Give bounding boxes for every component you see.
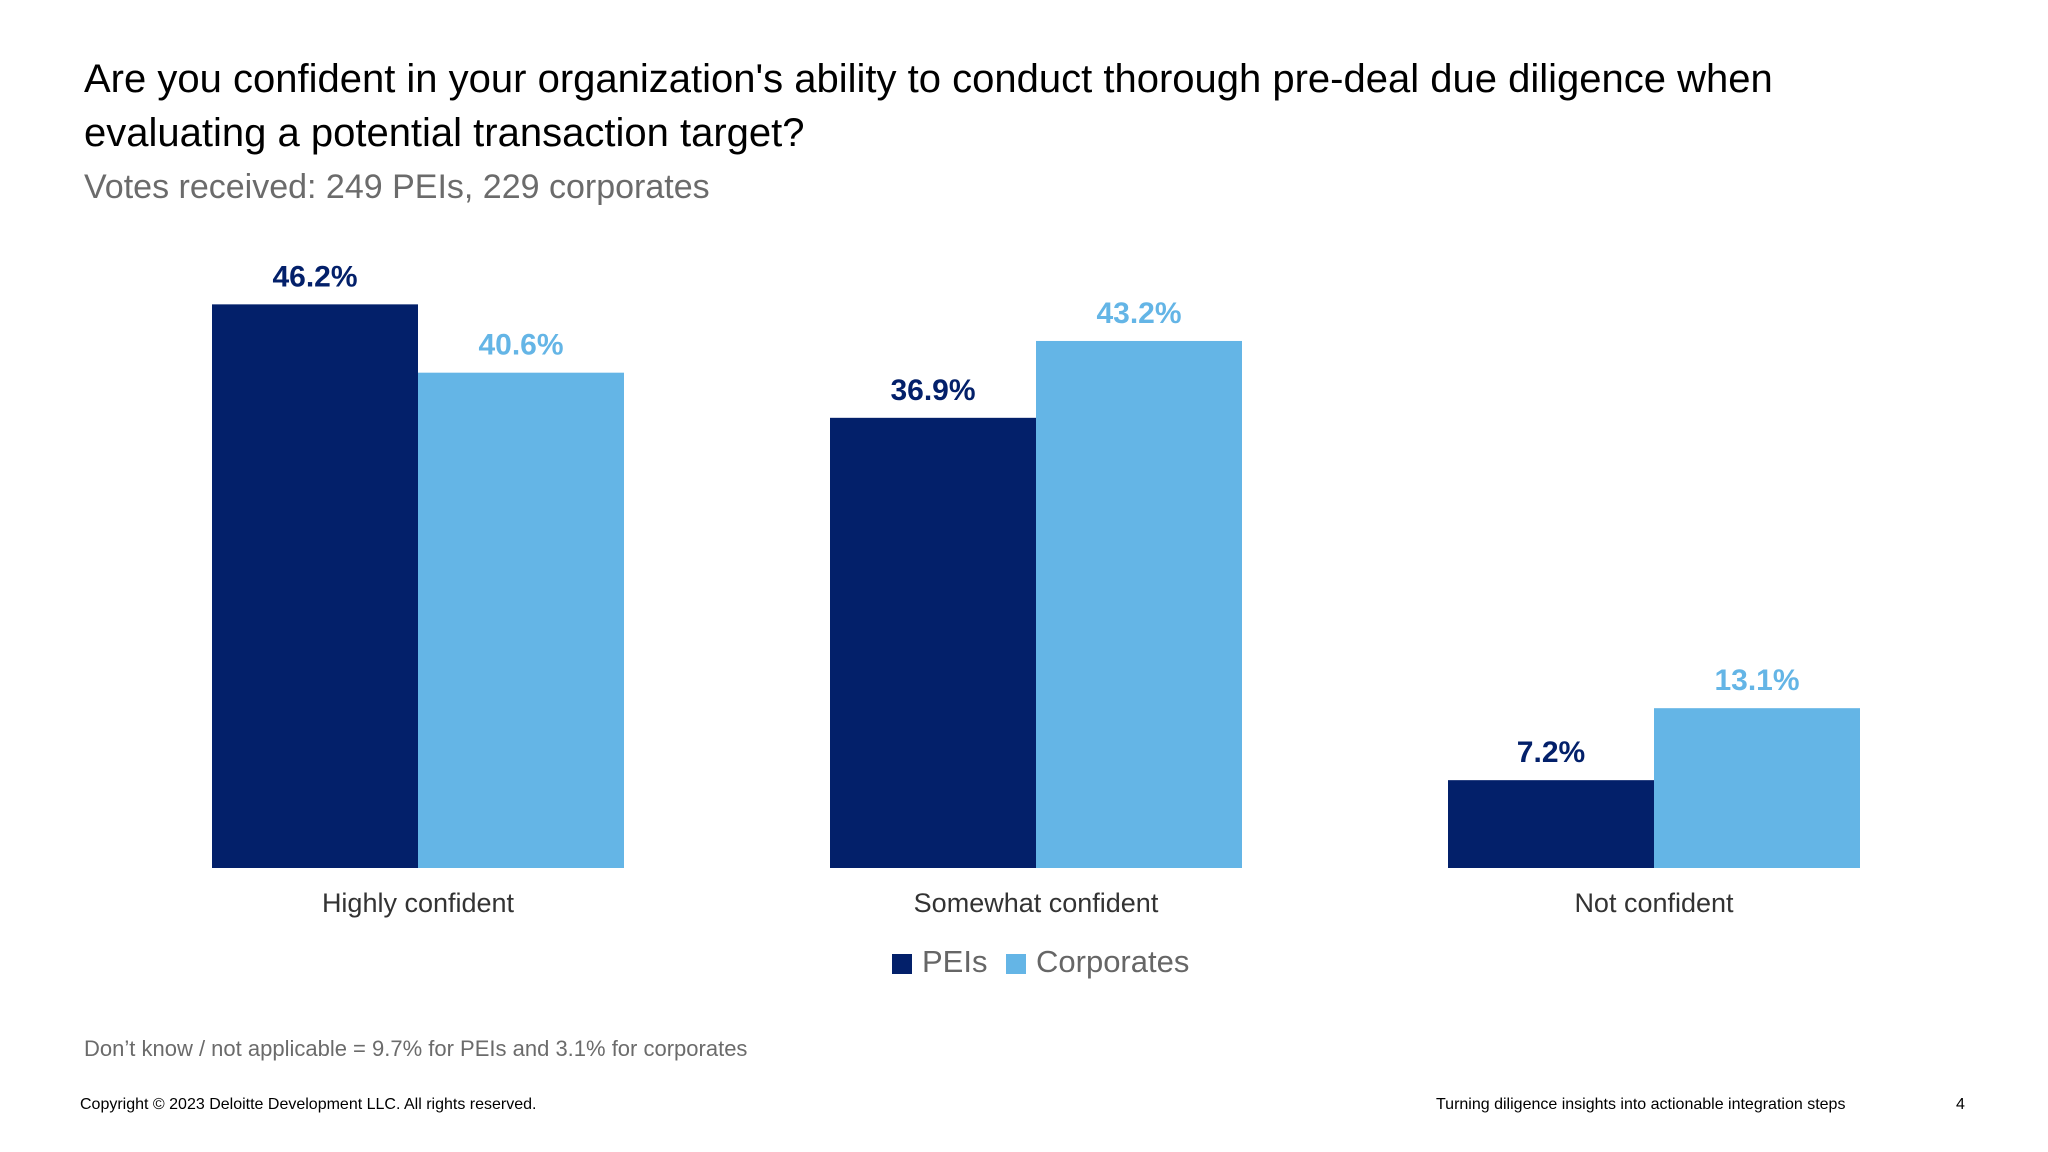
data-label-peis-somewhat-confident: 36.9% <box>890 374 975 407</box>
data-label-peis-not-confident: 7.2% <box>1517 736 1585 769</box>
footer-caption: Turning diligence insights into actionab… <box>1436 1096 1846 1113</box>
copyright-text: Copyright © 2023 Deloitte Development LL… <box>80 1096 537 1113</box>
category-label-somewhat-confident: Somewhat confident <box>914 888 1159 918</box>
bar-corporates-somewhat-confident <box>1036 340 1242 869</box>
bar-peis-highly-confident <box>212 304 418 868</box>
legend-swatch-corporates <box>1006 954 1026 974</box>
bar-peis-not-confident <box>1448 780 1654 868</box>
chart-title: Are you confident in your organization's… <box>84 57 1773 155</box>
category-label-highly-confident: Highly confident <box>322 888 515 918</box>
footnote: Don’t know / not applicable = 9.7% for P… <box>84 1036 748 1061</box>
legend-label-peis: PEIs <box>922 944 987 979</box>
legend-swatch-peis <box>892 954 912 974</box>
data-label-corporates-highly-confident: 40.6% <box>478 329 563 362</box>
bar-corporates-highly-confident <box>418 372 624 868</box>
data-label-corporates-somewhat-confident: 43.2% <box>1096 297 1181 330</box>
bar-peis-somewhat-confident <box>830 417 1036 868</box>
legend-label-corporates: Corporates <box>1036 944 1189 979</box>
data-label-corporates-not-confident: 13.1% <box>1714 664 1799 697</box>
category-label-not-confident: Not confident <box>1574 888 1734 918</box>
bar-corporates-not-confident <box>1654 708 1860 868</box>
chart-subtitle: Votes received: 249 PEIs, 229 corporates <box>84 168 710 206</box>
page-number: 4 <box>1956 1096 1965 1113</box>
data-label-peis-highly-confident: 46.2% <box>272 260 357 293</box>
